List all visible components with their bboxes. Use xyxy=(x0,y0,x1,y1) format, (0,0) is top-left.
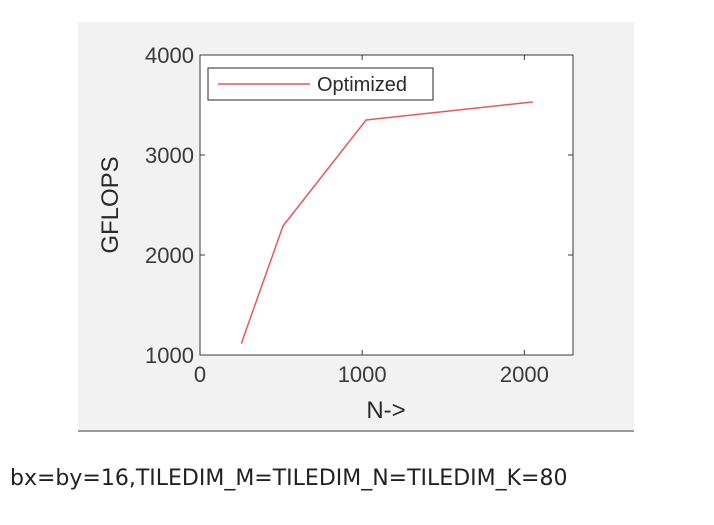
data-point xyxy=(282,225,284,227)
y-tick-label: 1000 xyxy=(145,343,194,368)
figure-panel: 1000 2000 3000 4000 0 1000 2000 Optimized N-> … xyxy=(78,22,634,432)
axes-box xyxy=(199,54,574,356)
legend: Optimized xyxy=(207,67,434,101)
data-point xyxy=(365,119,367,121)
series-lines xyxy=(240,101,533,344)
x-tick-label: 2000 xyxy=(500,362,549,387)
y-axis-label: GFLOPS xyxy=(97,156,124,253)
x-tick-label: 1000 xyxy=(338,362,387,387)
legend-label-optimized: Optimized xyxy=(317,74,407,96)
y-tick-label: 4000 xyxy=(145,43,194,68)
axes xyxy=(199,54,574,356)
y-tick-label: 2000 xyxy=(145,243,194,268)
data-point xyxy=(240,342,243,344)
data-point xyxy=(531,101,533,103)
x-axis-label: N-> xyxy=(366,397,405,424)
y-tick-label: 3000 xyxy=(145,143,194,168)
x-tick-label: 0 xyxy=(194,362,206,387)
figure-caption: bx=by=16,TILEDIM_M=TILEDIM_N=TILEDIM_K=8… xyxy=(10,466,568,491)
series-line-optimized xyxy=(240,101,533,344)
